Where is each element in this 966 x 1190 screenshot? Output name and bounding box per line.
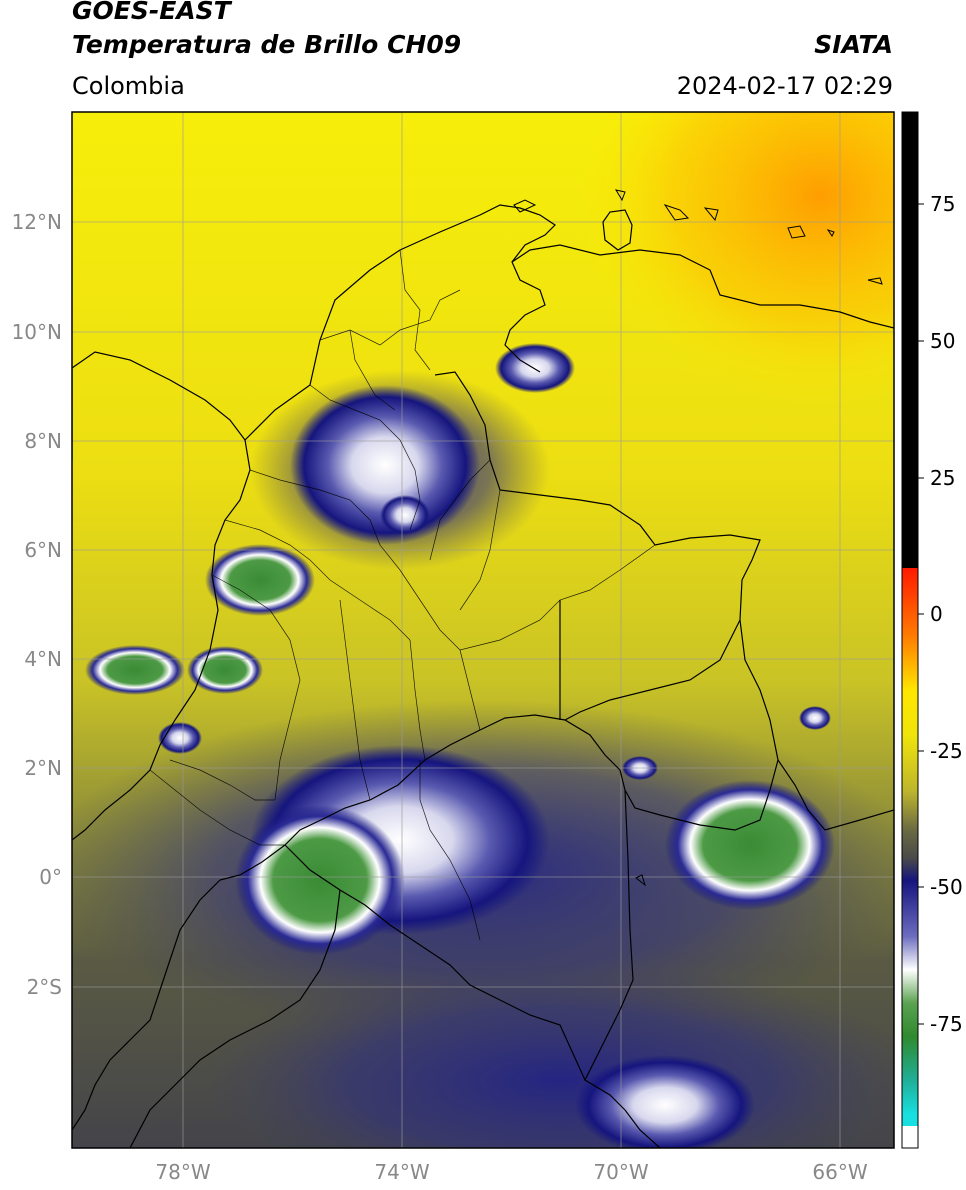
title-satellite: GOES-EAST xyxy=(72,0,231,25)
colorbar-tick-50: 50 xyxy=(930,329,956,353)
title-product: Temperatura de Brillo CH09 xyxy=(72,30,462,59)
colorbar-tick-minus75: -75 xyxy=(930,1012,963,1036)
lon-label-74w: 74°W xyxy=(374,1160,430,1184)
lon-label-78w: 78°W xyxy=(155,1160,211,1184)
colorbar-tick-75: 75 xyxy=(930,192,956,216)
lat-label-2n: 2°N xyxy=(24,756,62,780)
title-region: Colombia xyxy=(72,72,185,100)
colorbar xyxy=(901,111,924,1149)
lon-label-70w: 70°W xyxy=(593,1160,649,1184)
colorbar-tick-25: 25 xyxy=(930,466,956,490)
lat-label-12n: 12°N xyxy=(11,210,62,234)
map-frame xyxy=(71,111,895,1149)
timestamp-label: 2024-02-17 02:29 xyxy=(676,72,893,100)
lat-label-2s: 2°S xyxy=(26,975,62,999)
colorbar-tick-minus25: -25 xyxy=(930,739,963,763)
lat-label-10n: 10°N xyxy=(11,320,62,344)
country-boundaries xyxy=(72,204,894,1148)
lat-label-8n: 8°N xyxy=(24,429,62,453)
lat-label-6n: 6°N xyxy=(24,538,62,562)
lat-label-4n: 4°N xyxy=(24,647,62,671)
lon-label-66w: 66°W xyxy=(812,1160,868,1184)
lat-label-0: 0° xyxy=(39,865,62,889)
colorbar-tick-0: 0 xyxy=(930,602,943,626)
colorbar-tick-minus50: -50 xyxy=(930,875,963,899)
source-label: SIATA xyxy=(814,30,893,59)
satellite-imagery xyxy=(72,112,894,1148)
department-boundaries xyxy=(149,249,656,941)
